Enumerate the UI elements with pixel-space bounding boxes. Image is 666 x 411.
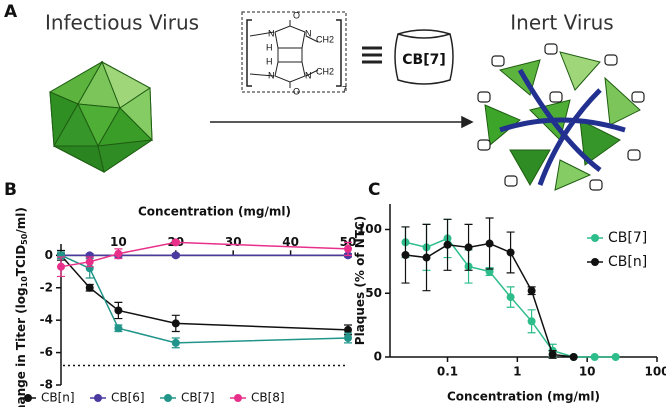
point — [485, 239, 494, 248]
y-tick-label: -2 — [40, 280, 53, 294]
x-tick-label: 100 — [644, 365, 666, 379]
panel-label: B — [4, 180, 17, 200]
legend-marker — [164, 394, 172, 402]
point — [422, 253, 431, 262]
series-line — [60, 254, 349, 331]
y-label-part: TCID — [14, 245, 28, 276]
point — [344, 244, 352, 253]
point — [85, 283, 94, 292]
legend-label: CB[n] — [608, 254, 647, 270]
legend-label: CB[7] — [181, 391, 215, 405]
point — [548, 350, 557, 359]
equiv — [362, 46, 382, 64]
point — [611, 353, 620, 361]
point — [344, 325, 352, 334]
point — [85, 257, 94, 266]
y-tick-label: 50 — [365, 286, 382, 300]
host-label: CB[7] — [402, 52, 445, 68]
structure — [241, 11, 347, 93]
x-tick-label: 40 — [282, 235, 299, 249]
y-tick-label: 0 — [45, 248, 53, 262]
panel-label: C — [368, 180, 380, 200]
point — [506, 248, 515, 257]
y-axis-label: Change in Titer (log10TCID50/ml) — [14, 207, 29, 407]
point — [401, 251, 410, 259]
atom: N — [268, 28, 275, 38]
y-tick-label: -8 — [40, 378, 53, 392]
point — [171, 251, 180, 260]
point — [171, 338, 180, 347]
atom: 7 — [342, 84, 347, 94]
point — [506, 293, 515, 302]
atom: CH2 — [316, 66, 334, 76]
point — [344, 334, 352, 342]
y-label-part: 50 — [20, 233, 29, 245]
x-tick-label: 10 — [110, 235, 127, 249]
legend-label: CB[8] — [251, 391, 285, 405]
point — [114, 249, 123, 258]
point — [464, 243, 473, 252]
atom: N — [305, 28, 312, 38]
y-label-part: Plaques (% of NTC) — [353, 216, 367, 345]
atom: CH2 — [316, 34, 334, 44]
point — [171, 319, 180, 328]
legend-marker — [24, 394, 32, 402]
legend-marker — [94, 394, 102, 402]
series-line — [60, 254, 349, 344]
y-tick-label: 100 — [357, 222, 382, 236]
x-tick-label: 1 — [513, 365, 521, 379]
atom: H — [266, 42, 273, 52]
legend-marker — [234, 394, 242, 402]
x-tick-label: 0.1 — [437, 365, 458, 379]
y-tick-label: -4 — [40, 313, 53, 327]
x-axis-label: Concentration (mg/ml) — [447, 390, 600, 404]
y-label-part: 10 — [20, 276, 29, 288]
point — [114, 324, 123, 333]
left-title: Infectious Virus — [45, 11, 199, 35]
y-label-part: Change in Titer (log — [14, 287, 28, 407]
point — [569, 353, 578, 361]
series-line — [60, 241, 349, 268]
atom: H — [266, 56, 273, 66]
arrow — [210, 115, 474, 129]
point — [57, 262, 65, 271]
legend-label: CB[6] — [111, 391, 145, 405]
legend-marker — [591, 234, 599, 242]
legend-label: CB[7] — [608, 230, 647, 246]
point — [590, 353, 599, 361]
x-axis-label: Concentration (mg/ml) — [138, 205, 291, 219]
y-axis-label: Plaques (% of NTC) — [353, 216, 367, 345]
atom: O — [293, 10, 300, 20]
point — [527, 286, 536, 295]
point — [114, 306, 123, 315]
y-label-part: /ml) — [14, 207, 28, 233]
legend-label: CB[n] — [41, 391, 75, 405]
atom: N — [268, 70, 275, 80]
cucurbituril — [394, 29, 454, 85]
point — [171, 238, 180, 247]
point — [443, 240, 452, 249]
icosahedron — [48, 60, 154, 173]
atom: N — [305, 70, 312, 80]
panel-a: A Infectious Virus Inert Virus O N N CH2… — [4, 2, 645, 191]
y-tick-label: 0 — [374, 350, 382, 364]
y-tick-label: -6 — [40, 345, 53, 359]
x-tick-label: 30 — [225, 235, 242, 249]
inert-virus — [477, 43, 645, 191]
right-title: Inert Virus — [510, 11, 613, 35]
legend-marker — [591, 258, 599, 266]
panel-label: A — [4, 2, 18, 22]
atom: O — [293, 86, 300, 96]
x-tick-label: 10 — [579, 365, 596, 379]
point — [527, 317, 536, 326]
